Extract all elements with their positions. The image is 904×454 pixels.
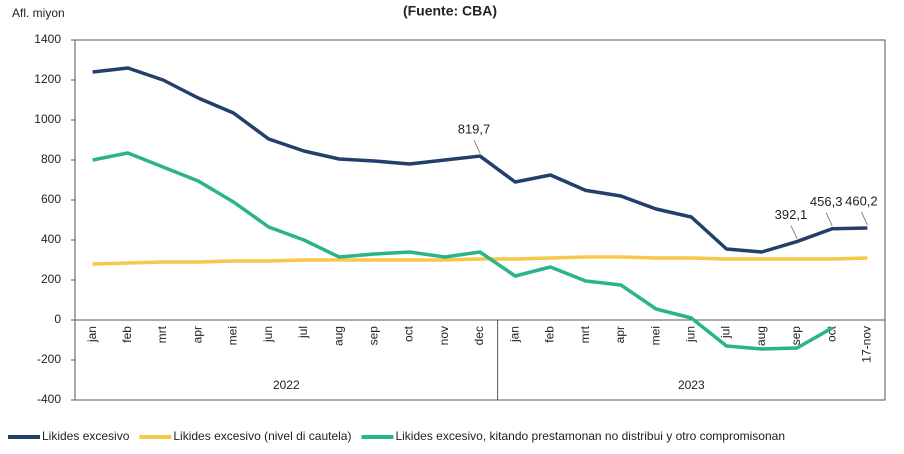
plot-frame — [74, 39, 886, 401]
x-tick-label: jun — [261, 326, 275, 343]
label-leader — [825, 212, 833, 226]
x-tick-label: 17-nov — [860, 326, 874, 363]
x-tick-label: apr — [190, 326, 204, 343]
x-tick-label: feb — [120, 326, 134, 343]
x-tick-label: jan — [507, 326, 521, 343]
data-label: 819,7 — [458, 121, 491, 136]
series-line — [92, 255, 868, 266]
chart-title: (Fuente: CBA) — [403, 3, 497, 19]
x-group-label: 2022 — [273, 378, 300, 392]
y-tick-label: -400 — [37, 392, 61, 406]
x-tick-label: jul — [719, 326, 733, 339]
y-tick-label: 1000 — [34, 112, 61, 126]
y-tick-label: 800 — [41, 152, 61, 166]
data-label: 460,2 — [845, 193, 878, 208]
x-tick-label: jan — [85, 326, 99, 343]
label-leader — [860, 211, 868, 226]
x-tick-label: mei — [648, 326, 662, 345]
x-tick-label: aug — [754, 326, 768, 346]
x-tick-label: jul — [296, 326, 310, 339]
x-tick-label: mrt — [155, 325, 169, 343]
series-line — [92, 151, 834, 351]
y-tick-label: -200 — [37, 352, 61, 366]
x-tick-label: mrt — [578, 325, 592, 343]
legend-label: Likides excesivo (nivel di cautela) — [173, 429, 351, 443]
x-tick-label: feb — [543, 326, 557, 343]
x-tick-label: aug — [331, 326, 345, 346]
legend-label: Likides excesivo — [42, 429, 130, 443]
x-tick-label: oct — [402, 325, 416, 342]
series-line — [92, 66, 868, 254]
x-tick-label: sep — [367, 326, 381, 346]
x-tick-label: mei — [226, 326, 240, 345]
y-tick-label: 400 — [41, 232, 61, 246]
label-leader — [473, 139, 481, 154]
data-label: 456,3 — [810, 194, 843, 209]
x-tick-label: sep — [789, 326, 803, 346]
y-tick-label: 1400 — [34, 32, 61, 46]
y-axis-label: Afl. miyon — [12, 6, 65, 20]
y-tick-label: 600 — [41, 192, 61, 206]
legend-label: Likides excesivo, kitando prestamonan no… — [395, 429, 785, 443]
x-tick-label: dec — [472, 326, 486, 345]
label-leader — [790, 225, 798, 239]
x-tick-label: nov — [437, 326, 451, 345]
x-tick-label: jun — [683, 326, 697, 343]
x-tick-label: apr — [613, 326, 627, 343]
y-tick-label: 1200 — [34, 72, 61, 86]
data-label: 392,1 — [775, 207, 808, 222]
y-tick-label: 200 — [41, 272, 61, 286]
x-group-label: 2023 — [678, 378, 705, 392]
y-tick-label: 0 — [54, 312, 61, 326]
